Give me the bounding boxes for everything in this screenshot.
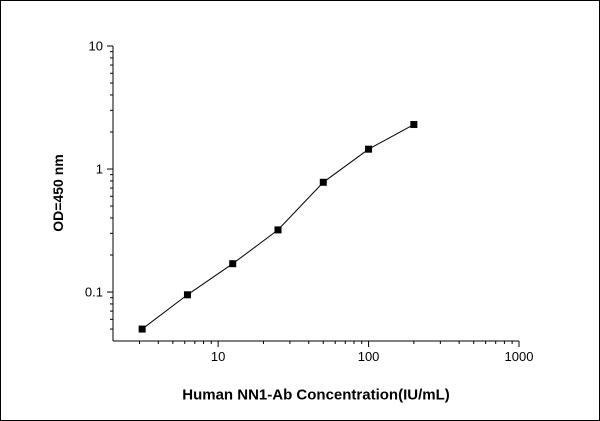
svg-text:10: 10 xyxy=(89,39,103,54)
svg-text:100: 100 xyxy=(358,349,380,364)
x-axis-label: Human NN1-Ab Concentration(IU/mL) xyxy=(182,386,450,404)
svg-text:0.1: 0.1 xyxy=(85,285,103,300)
svg-text:1000: 1000 xyxy=(505,349,534,364)
svg-text:10: 10 xyxy=(211,349,225,364)
y-axis-label: OD=450 nm xyxy=(50,154,66,232)
svg-text:1: 1 xyxy=(96,162,103,177)
